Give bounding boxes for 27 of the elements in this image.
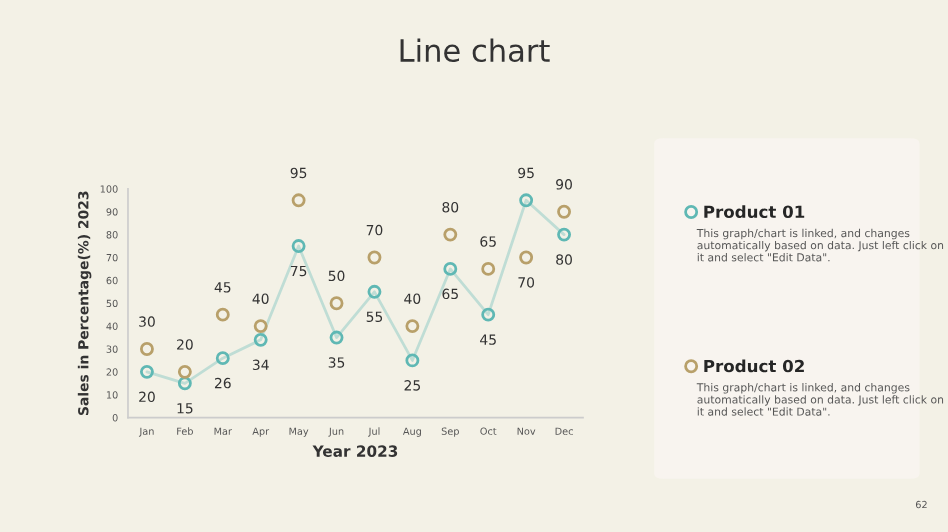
point bbox=[367, 284, 382, 299]
point bbox=[329, 296, 344, 311]
point bbox=[215, 307, 230, 322]
point bbox=[215, 351, 230, 366]
point bbox=[443, 261, 458, 276]
point bbox=[253, 319, 268, 334]
chart-title: Line chart bbox=[400, 38, 550, 63]
point bbox=[405, 353, 420, 368]
point bbox=[519, 250, 534, 265]
point bbox=[519, 193, 534, 208]
point bbox=[329, 330, 344, 345]
point bbox=[177, 364, 192, 379]
point bbox=[291, 193, 306, 208]
legend-label: Product 02 bbox=[704, 359, 804, 373]
point bbox=[291, 239, 306, 253]
point bbox=[139, 342, 154, 356]
point bbox=[367, 250, 382, 265]
point bbox=[557, 227, 572, 242]
point bbox=[177, 376, 192, 391]
legend-label: Product 01 bbox=[704, 205, 805, 219]
point bbox=[557, 204, 572, 219]
point bbox=[405, 319, 420, 334]
point bbox=[481, 307, 496, 322]
point bbox=[253, 332, 268, 347]
point bbox=[443, 227, 458, 242]
point bbox=[139, 364, 154, 379]
point bbox=[481, 261, 496, 276]
